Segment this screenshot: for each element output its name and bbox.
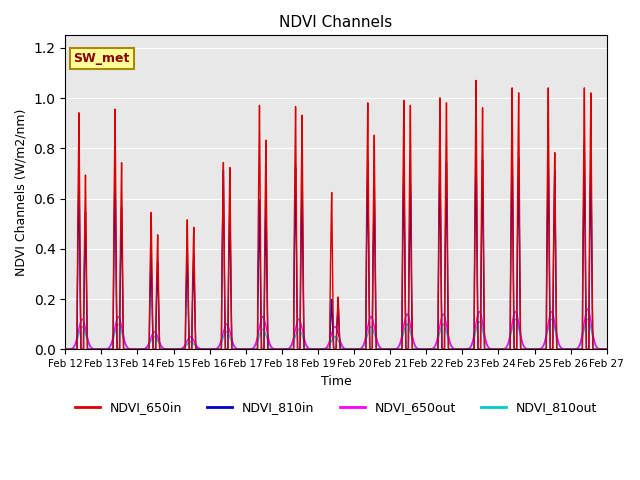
Legend: NDVI_650in, NDVI_810in, NDVI_650out, NDVI_810out: NDVI_650in, NDVI_810in, NDVI_650out, NDV…: [70, 396, 602, 420]
X-axis label: Time: Time: [321, 374, 351, 387]
Y-axis label: NDVI Channels (W/m2/nm): NDVI Channels (W/m2/nm): [15, 108, 28, 276]
Title: NDVI Channels: NDVI Channels: [280, 15, 392, 30]
Text: SW_met: SW_met: [74, 52, 130, 65]
